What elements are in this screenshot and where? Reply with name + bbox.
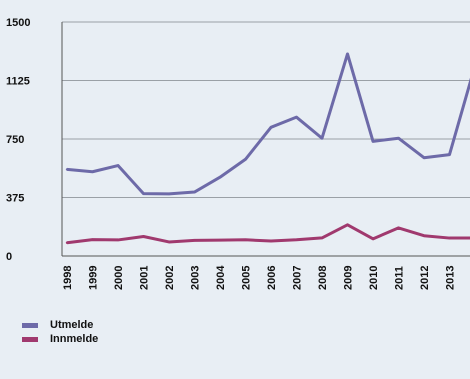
data-point-utmelde-2003 — [193, 190, 196, 194]
data-point-utmelde-2011 — [397, 137, 400, 140]
x-tick-label-2002: 2002 — [164, 266, 176, 290]
data-point-utmelde-2007 — [295, 115, 298, 119]
x-tick-label-2007: 2007 — [292, 266, 304, 290]
x-tick-label-2000: 2000 — [113, 266, 125, 290]
y-tick-label-0: 0 — [6, 251, 12, 263]
y-tick-label-1125: 1125 — [6, 76, 30, 88]
data-point-utmelde-2013 — [448, 153, 451, 156]
data-point-innmelde-2001 — [142, 235, 145, 238]
x-tick-label-2009: 2009 — [343, 266, 355, 290]
x-tick-label-2008: 2008 — [317, 266, 329, 290]
x-tick-label-1998: 1998 — [62, 266, 74, 290]
data-point-utmelde-2008 — [320, 137, 324, 140]
x-tick-label-2010: 2010 — [368, 266, 380, 290]
data-point-innmelde-2002 — [167, 240, 171, 244]
data-point-utmelde-1999 — [91, 170, 94, 173]
legend: Utmelde Innmelde — [22, 318, 98, 346]
legend-swatch-innmelde — [22, 336, 38, 342]
data-point-innmelde-2010 — [371, 237, 375, 241]
x-tick-label-2013: 2013 — [445, 266, 457, 290]
data-point-utmelde-2010 — [371, 140, 375, 143]
data-point-innmelde-2013 — [448, 236, 451, 240]
legend-item-utmelde: Utmelde — [22, 318, 98, 332]
y-tick-label-750: 750 — [6, 134, 24, 146]
legend-swatch-utmelde — [22, 322, 38, 328]
data-point-utmelde-1998 — [65, 168, 69, 171]
x-tick-label-2003: 2003 — [190, 266, 202, 290]
data-point-innmelde-2000 — [116, 238, 120, 242]
x-tick-label-1999: 1999 — [88, 266, 100, 290]
data-point-innmelde-2004 — [218, 238, 222, 242]
data-point-innmelde-2011 — [397, 226, 400, 230]
data-point-innmelde-2007 — [295, 238, 298, 241]
legend-label-utmelde: Utmelde — [50, 319, 94, 331]
data-point-innmelde-1998 — [65, 241, 69, 244]
series-line-utmelde — [66, 52, 470, 196]
data-point-utmelde-2009 — [346, 52, 349, 56]
x-tick-label-2006: 2006 — [266, 266, 278, 290]
x-tick-label-2011: 2011 — [394, 266, 406, 290]
series-line-innmelde — [66, 223, 470, 245]
data-point-innmelde-2009 — [346, 223, 349, 226]
data-point-innmelde-2005 — [244, 238, 247, 241]
data-point-innmelde-2008 — [320, 236, 324, 240]
x-tick-label-2012: 2012 — [419, 266, 431, 290]
x-tick-label-2001: 2001 — [139, 266, 151, 290]
x-tick-label-2004: 2004 — [215, 265, 227, 290]
legend-item-innmelde: Innmelde — [22, 332, 98, 346]
data-point-innmelde-2003 — [193, 239, 196, 242]
data-point-innmelde-1999 — [91, 238, 94, 241]
y-tick-label-375: 375 — [6, 193, 24, 205]
data-point-utmelde-2012 — [422, 156, 426, 159]
legend-label-innmelde: Innmelde — [50, 333, 99, 345]
data-point-innmelde-2006 — [269, 239, 273, 243]
data-point-utmelde-2001 — [142, 192, 145, 195]
y-tick-label-1500: 1500 — [6, 17, 30, 29]
data-point-utmelde-2004 — [218, 176, 222, 179]
x-tick-label-2005: 2005 — [241, 266, 253, 290]
data-point-utmelde-2000 — [116, 164, 120, 167]
data-point-utmelde-2005 — [244, 158, 247, 161]
data-point-innmelde-2012 — [422, 234, 426, 237]
data-point-utmelde-2006 — [269, 126, 273, 129]
data-point-utmelde-2002 — [167, 192, 171, 196]
